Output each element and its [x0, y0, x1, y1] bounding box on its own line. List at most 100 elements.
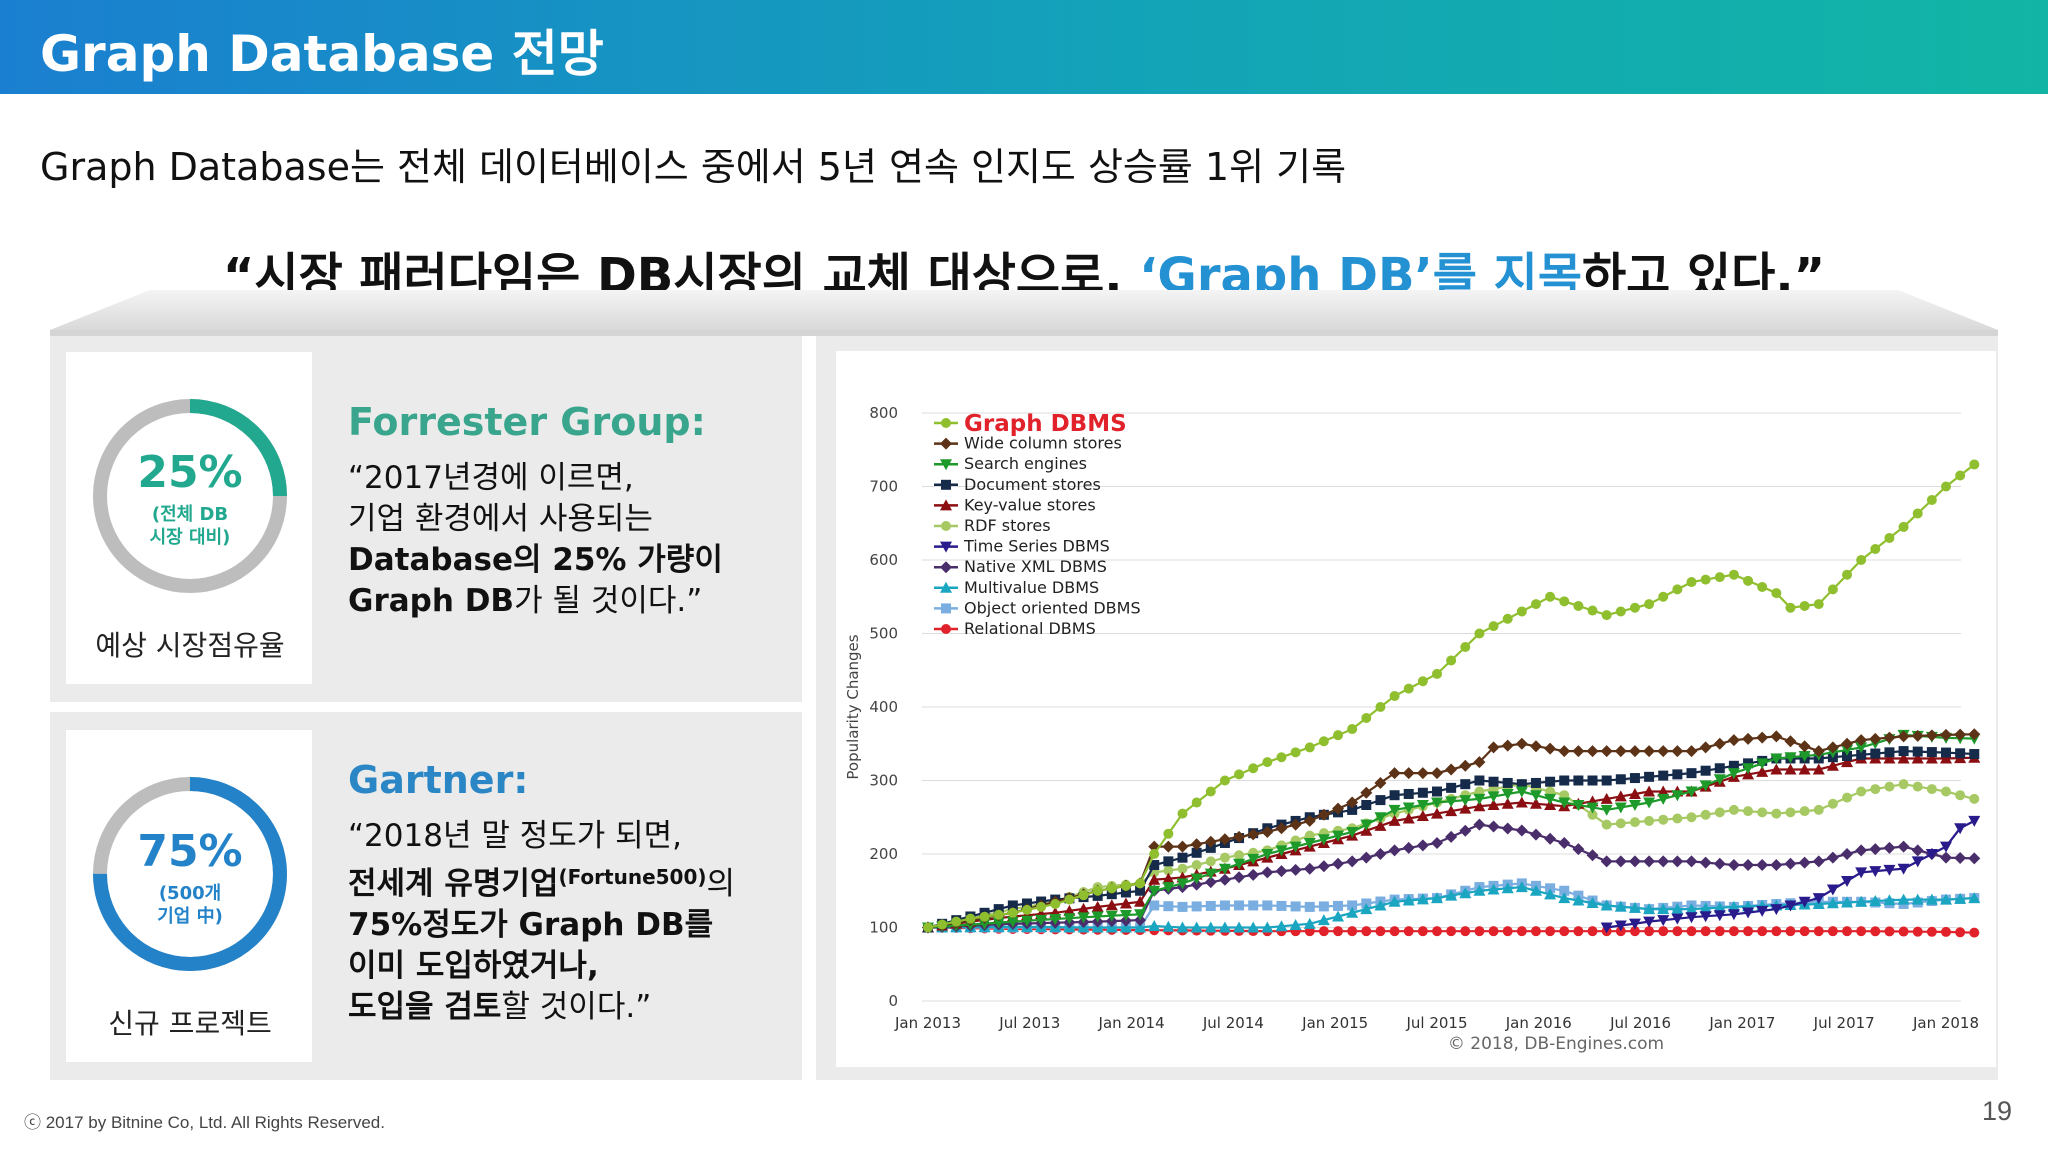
- series-point: [1644, 599, 1655, 610]
- x-tick-label: Jan 2016: [1505, 1014, 1572, 1032]
- legend-marker-point: [941, 624, 951, 634]
- series-point: [1884, 747, 1895, 758]
- series-point: [1204, 921, 1217, 933]
- series-point: [1870, 543, 1881, 554]
- series-point: [1134, 895, 1147, 907]
- series-point: [1600, 899, 1613, 911]
- series-point: [1643, 745, 1656, 758]
- series-point: [1515, 796, 1528, 808]
- legend-label: Multivalue DBMS: [964, 578, 1099, 597]
- series-point: [1644, 926, 1655, 937]
- series-point: [1559, 775, 1570, 786]
- series-point: [1757, 807, 1768, 818]
- series-point: [1968, 728, 1981, 741]
- series-point: [1813, 804, 1824, 815]
- series-point: [1941, 786, 1951, 797]
- legend-item: Document stores: [934, 475, 1101, 494]
- series-point: [1205, 842, 1216, 853]
- series-point: [1304, 901, 1315, 912]
- series-point: [1714, 763, 1725, 774]
- series-point: [1614, 855, 1627, 868]
- legend-marker-point: [940, 541, 952, 553]
- series-point: [1883, 894, 1896, 906]
- series-point: [1374, 848, 1387, 860]
- series-point: [1897, 893, 1910, 905]
- series-point: [1403, 788, 1414, 799]
- series-point: [1658, 926, 1669, 937]
- series-point: [1812, 893, 1825, 905]
- series-point: [1628, 787, 1641, 799]
- series-point: [1855, 867, 1868, 879]
- series-point: [1388, 844, 1401, 857]
- forrester-percent: 25%: [137, 447, 243, 498]
- series-point: [1544, 793, 1557, 805]
- legend-item: Wide column stores: [934, 434, 1122, 453]
- series-point: [1700, 809, 1711, 820]
- series-point: [1770, 859, 1783, 872]
- series-point: [1529, 797, 1542, 809]
- series-point: [1912, 781, 1923, 792]
- series-point: [1954, 728, 1967, 741]
- series-point: [1954, 892, 1967, 904]
- series-point: [1063, 904, 1076, 916]
- series-point: [1813, 599, 1824, 610]
- series-key-value-stores: [922, 751, 1981, 933]
- series-point: [1275, 920, 1288, 932]
- series-point: [1445, 889, 1458, 901]
- series-point: [1686, 577, 1697, 588]
- series-point: [1954, 852, 1967, 865]
- series-point: [1304, 742, 1315, 753]
- series-point: [1841, 896, 1854, 908]
- slide-header: Graph Database 전망: [0, 0, 2048, 94]
- series-point: [1431, 836, 1443, 849]
- series-point: [1190, 921, 1203, 933]
- legend-label: Object oriented DBMS: [964, 598, 1141, 617]
- legend-item: RDF stores: [934, 516, 1051, 535]
- series-point: [1501, 788, 1514, 800]
- series-point: [1713, 857, 1726, 870]
- series-point: [1629, 602, 1640, 613]
- series-point: [1389, 790, 1400, 801]
- series-point: [1218, 863, 1231, 875]
- series-point: [1841, 756, 1854, 768]
- series-point: [1742, 859, 1755, 872]
- series-point: [1926, 494, 1937, 505]
- series-point: [1234, 769, 1245, 780]
- series-point: [1941, 747, 1951, 758]
- series-point: [1911, 844, 1924, 857]
- series-point: [1445, 796, 1458, 808]
- series-point: [1940, 851, 1952, 864]
- series-point: [1445, 805, 1458, 817]
- series-point: [1487, 883, 1500, 895]
- series-point: [1275, 822, 1288, 835]
- series-point: [1955, 470, 1966, 481]
- x-tick-label: Jul 2017: [1813, 1014, 1875, 1032]
- series-point: [1798, 896, 1811, 908]
- series-point: [1969, 749, 1980, 760]
- series-point: [1968, 892, 1981, 904]
- series-point: [1912, 508, 1923, 519]
- series-point: [1416, 839, 1429, 852]
- series-point: [1572, 800, 1585, 811]
- legend-marker-point: [940, 499, 952, 511]
- series-point: [1347, 900, 1358, 911]
- series-point: [1545, 591, 1556, 602]
- series-point: [1841, 875, 1854, 887]
- series-point: [1614, 900, 1627, 912]
- series-point: [1756, 859, 1769, 872]
- series-point: [1177, 808, 1188, 819]
- series-point: [1333, 730, 1344, 741]
- forrester-progress-ring: [93, 399, 287, 593]
- series-point: [1190, 878, 1203, 891]
- series-point: [1515, 737, 1528, 750]
- series-point: [1347, 926, 1358, 937]
- series-point: [1162, 920, 1175, 932]
- series-point: [1375, 926, 1386, 937]
- series-point: [1149, 900, 1160, 911]
- series-point: [1374, 899, 1387, 911]
- series-point: [1601, 610, 1612, 621]
- series-point: [1601, 819, 1612, 830]
- series-point: [1177, 863, 1188, 874]
- series-point: [1940, 841, 1952, 853]
- series-point: [1332, 802, 1345, 815]
